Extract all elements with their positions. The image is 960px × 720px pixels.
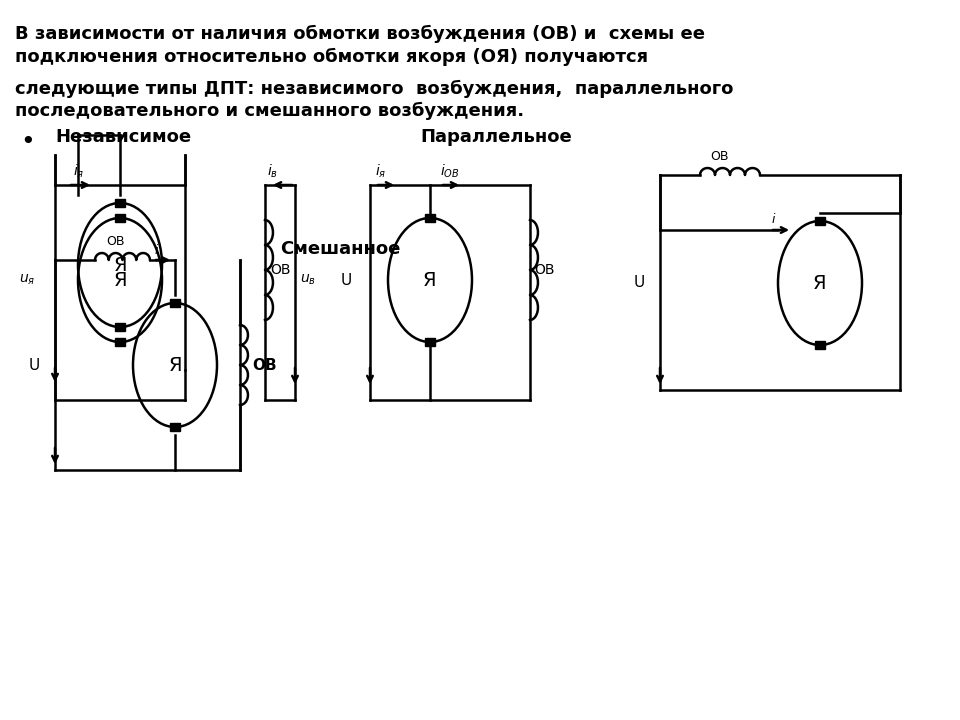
Text: Независимое: Независимое <box>55 128 191 146</box>
Text: следующие типы ДПТ: независимого  возбуждения,  параллельного: следующие типы ДПТ: независимого возбужд… <box>15 80 733 98</box>
Text: Я: Я <box>813 274 827 292</box>
Text: В зависимости от наличия обмотки возбуждения (ОВ) и  схемы ее: В зависимости от наличия обмотки возбужд… <box>15 25 705 43</box>
Text: $i_{ОВ}$: $i_{ОВ}$ <box>440 163 460 180</box>
Text: $i_я$: $i_я$ <box>375 163 387 180</box>
Text: ОВ: ОВ <box>106 235 124 248</box>
Bar <box>115 199 125 207</box>
Text: U: U <box>634 275 645 290</box>
Text: Я: Я <box>113 271 127 289</box>
Text: i: i <box>772 213 776 226</box>
Bar <box>115 323 125 331</box>
Bar <box>425 338 435 346</box>
Text: $i_в$: $i_в$ <box>267 163 278 180</box>
Text: последовательного и смешанного возбуждения.: последовательного и смешанного возбужден… <box>15 102 524 120</box>
Text: •: • <box>20 130 35 154</box>
Text: $u_в$: $u_в$ <box>300 273 316 287</box>
Text: U: U <box>29 358 40 372</box>
Text: ОВ: ОВ <box>534 263 555 277</box>
Text: Параллельное: Параллельное <box>420 128 572 146</box>
Text: U: U <box>341 272 352 287</box>
Text: $i_я$: $i_я$ <box>73 163 84 180</box>
Bar <box>170 299 180 307</box>
Text: Смешанное: Смешанное <box>280 240 400 258</box>
Text: ОВ: ОВ <box>270 263 291 277</box>
Text: i: i <box>155 244 158 257</box>
Text: Я: Я <box>423 271 437 289</box>
Bar <box>815 341 825 349</box>
Text: ОВ: ОВ <box>252 358 276 372</box>
Bar <box>115 214 125 222</box>
Text: подключения относительно обмотки якоря (ОЯ) получаются: подключения относительно обмотки якоря (… <box>15 48 648 66</box>
Bar <box>115 338 125 346</box>
Bar <box>425 214 435 222</box>
Text: Я: Я <box>168 356 181 374</box>
Text: ОВ: ОВ <box>710 150 730 163</box>
Text: $u_я$: $u_я$ <box>18 273 35 287</box>
Bar <box>815 217 825 225</box>
Text: Я: Я <box>113 256 127 274</box>
Bar <box>170 423 180 431</box>
